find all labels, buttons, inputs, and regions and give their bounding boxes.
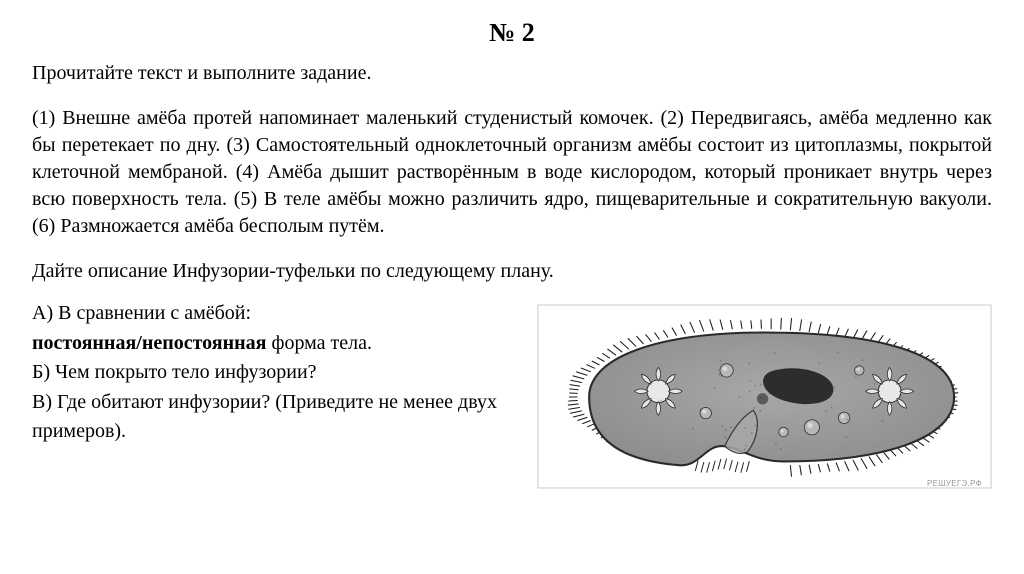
question-c: В) Где обитают инфузории? (Приведите не …	[32, 388, 527, 447]
task-number: № 2	[32, 18, 992, 48]
question-a-bold: постоянная/непостоянная	[32, 332, 267, 354]
bottom-row: А) В сравнении с амёбой: постоянная/непо…	[32, 299, 992, 494]
questions-block: А) В сравнении с амёбой: постоянная/непо…	[32, 299, 527, 447]
question-a-line2: постоянная/непостоянная форма тела.	[32, 329, 527, 359]
paramecium-svg	[537, 299, 992, 494]
question-b: Б) Чем покрыто тело инфузории?	[32, 358, 527, 388]
plan-intro: Дайте описание Инфузории-туфельки по сле…	[32, 258, 992, 285]
question-a-tail: форма тела.	[267, 332, 373, 354]
question-a-line1: А) В сравнении с амёбой:	[32, 299, 527, 329]
passage-text: (1) Внешне амёба протей напоминает мален…	[32, 105, 992, 240]
watermark-text: РЕШУЕГЭ.РФ	[927, 479, 982, 488]
instruction-text: Прочитайте текст и выполните задание.	[32, 60, 992, 87]
paramecium-figure: РЕШУЕГЭ.РФ	[537, 299, 992, 494]
